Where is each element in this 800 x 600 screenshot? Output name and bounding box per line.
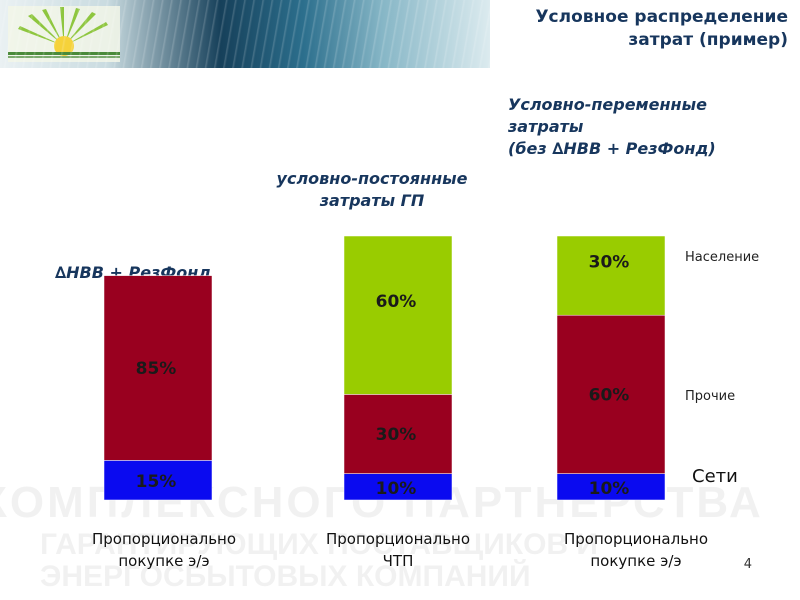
category-label-3-line-2: покупке э/э [590, 552, 682, 570]
data-label-population-3: 30% [589, 253, 630, 273]
category-label-2-line-2: ЧТП [382, 552, 414, 570]
bar-segment-networks-3 [556, 473, 666, 501]
data-label-networks-3: 10% [589, 479, 630, 499]
bar-segment-other-2 [343, 394, 453, 474]
data-label-networks-1: 15% [136, 472, 177, 492]
group-label-variable-costs-line-3: (без ∆НВВ + РезФонд) [508, 139, 716, 158]
bar-segment-population-3 [556, 235, 666, 316]
category-label-1-line-1: Пропорционально [91, 530, 237, 548]
group-label-fixed-costs: условно-постоянные затраты ГП [232, 168, 512, 212]
header-banner [0, 0, 490, 68]
group-label-fixed-costs-line-1: условно-постоянные [276, 169, 468, 188]
group-label-variable-costs-line-2: затраты [508, 117, 584, 136]
category-label-1: Пропорционально покупке э/э [64, 528, 264, 572]
category-label-2: Пропорционально ЧТП [298, 528, 498, 572]
bar-segment-networks-1 [103, 460, 213, 501]
bar-segment-other-3 [556, 314, 666, 474]
category-label-2-line-1: Пропорционально [325, 530, 471, 548]
page-title-line-2: затрат (пример) [628, 30, 788, 50]
group-label-fixed-costs-line-2: затраты ГП [319, 191, 425, 210]
page-title-line-1: Условное распределение [535, 7, 788, 27]
bar-segment-population-2 [343, 235, 453, 395]
category-label-3-line-1: Пропорционально [563, 530, 709, 548]
bar-segment-other-1 [103, 275, 213, 461]
data-label-other-1: 85% [136, 359, 177, 379]
page-number: 4 [743, 557, 752, 572]
data-label-other-2: 30% [376, 425, 417, 445]
data-label-population-2: 60% [376, 292, 417, 312]
data-label-other-3: 60% [589, 385, 630, 405]
category-label-1-line-2: покупке э/э [118, 552, 210, 570]
data-label-networks-2: 10% [376, 479, 417, 499]
legend-networks: Сети [692, 466, 738, 487]
legend-population: Население [685, 250, 760, 265]
page-title: Условное распределение затрат (пример) [488, 6, 788, 52]
bar-segment-networks-2 [343, 473, 453, 501]
group-label-variable-costs: Условно-переменные затраты (без ∆НВВ + Р… [508, 94, 778, 160]
category-label-3: Пропорционально покупке э/э [536, 528, 736, 572]
group-label-variable-costs-line-1: Условно-переменные [508, 95, 707, 114]
legend-other: Прочие [685, 389, 736, 404]
